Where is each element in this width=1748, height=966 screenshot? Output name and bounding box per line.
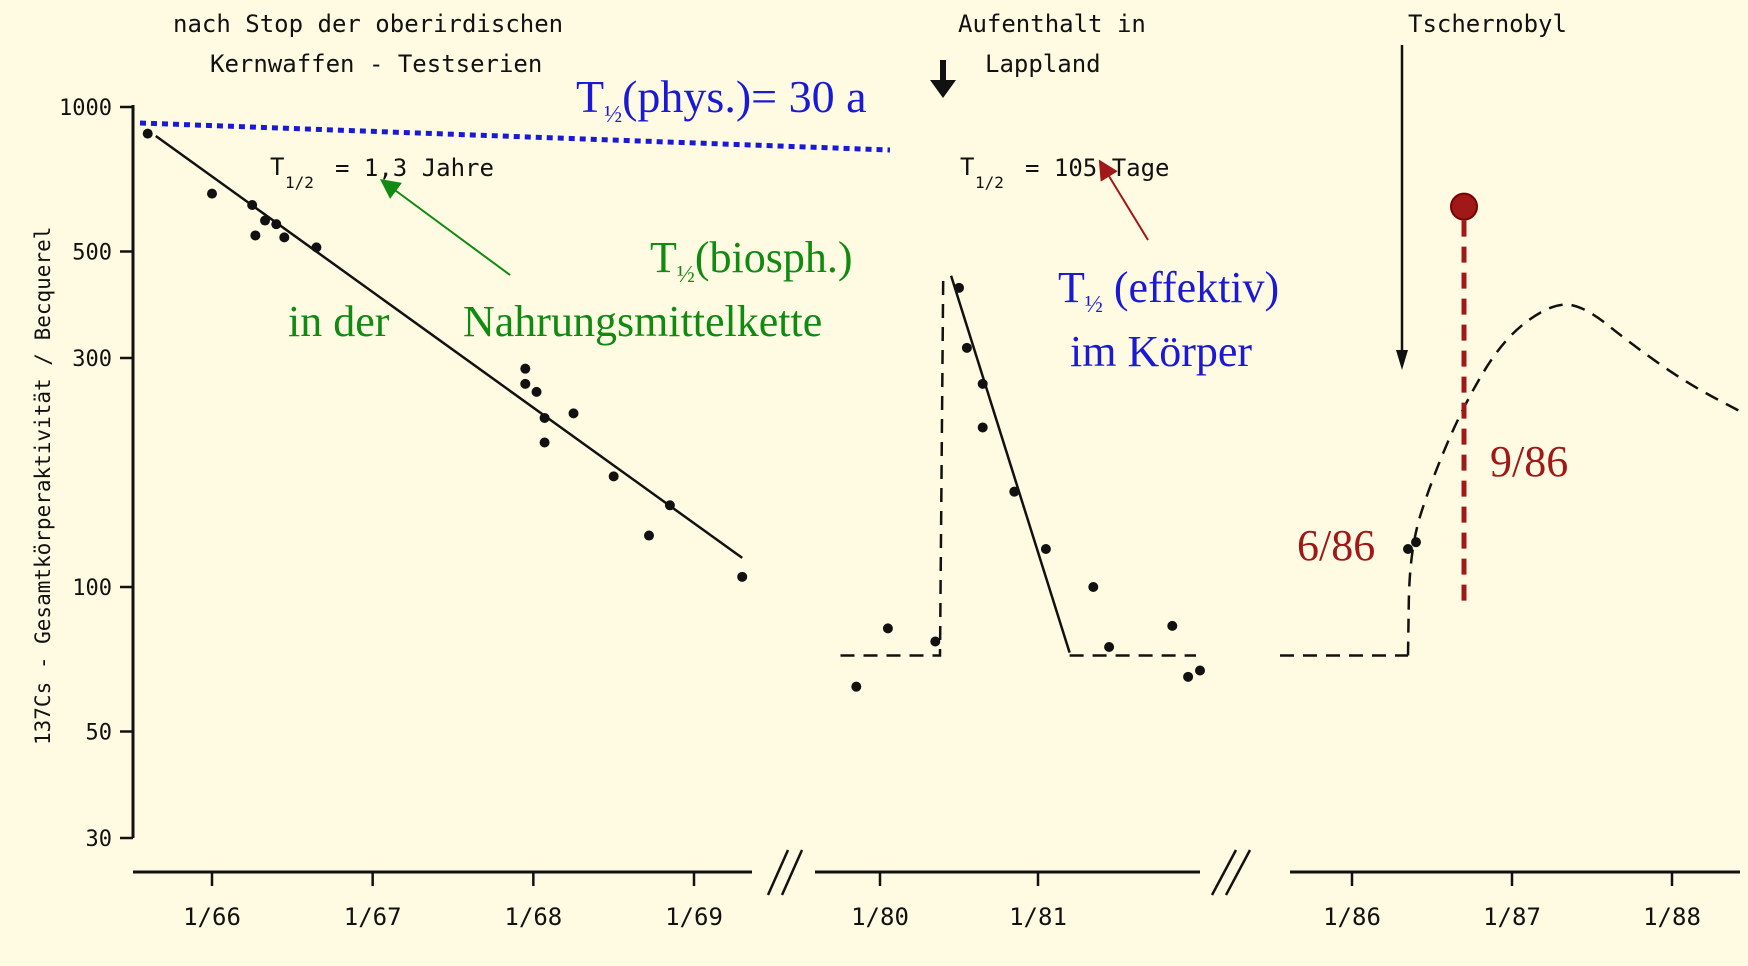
axis-break-1: [766, 849, 804, 896]
effektiv-arrow: [1098, 159, 1149, 241]
data-point: [1411, 537, 1421, 548]
y-ticks: 1000 500 300 100 50 30: [59, 96, 133, 852]
data-point: [954, 282, 964, 293]
lappland-arrow: [930, 60, 956, 98]
phys-halflife-line: [139, 120, 891, 153]
series: [142, 128, 1745, 692]
stop-tests-line2: Kernwaffen - Testserien: [210, 50, 542, 78]
data-point: [539, 412, 550, 423]
lappland-line2: Lappland: [985, 50, 1101, 78]
svg-text:1/2: 1/2: [285, 173, 314, 192]
data-point: [279, 232, 290, 243]
data-point: [1403, 544, 1413, 555]
data-point: [977, 378, 988, 389]
svg-text:T: T: [960, 153, 974, 181]
data-point: [1040, 544, 1051, 555]
data-point: [961, 342, 972, 353]
data-point: [644, 530, 655, 541]
y-tick-label: 30: [86, 827, 113, 852]
data-point: [531, 386, 542, 397]
svg-text:T: T: [270, 153, 284, 181]
data-point: [1183, 671, 1194, 682]
x-tick-label: 1/86: [1323, 903, 1381, 931]
effektiv-label: T½ (effektiv): [1058, 263, 1279, 318]
data-point: [1088, 582, 1099, 593]
fit-line: [949, 275, 1071, 653]
dashed-curve: [1406, 303, 1745, 656]
data-point: [568, 408, 579, 419]
lappland-line1: Aufenthalt in: [958, 10, 1146, 38]
label-6-86: 6/86: [1297, 521, 1375, 570]
t-half-label-1: T 1/2 = 1,3 Jahre: [270, 153, 494, 192]
data-point: [608, 471, 619, 482]
x-tick-label: 1/88: [1643, 903, 1701, 931]
data-point: [664, 500, 675, 511]
label-9-86: 9/86: [1490, 437, 1568, 486]
t-half-label-2: T 1/2 = 105 Tage: [960, 153, 1170, 192]
x-ticks: 1/66 1/67 1/68 1/69 1/80 1/81 1/86 1/87 1/88: [183, 872, 1701, 931]
data-point: [207, 188, 217, 199]
biosph-arrow: [379, 179, 511, 276]
y-tick-label: 300: [72, 347, 112, 372]
data-point: [882, 623, 893, 634]
data-point: [1167, 620, 1178, 631]
data-point: [520, 363, 531, 374]
food-chain-label-1: in der: [288, 297, 390, 346]
chernobyl-label: Tschernobyl: [1408, 10, 1567, 38]
data-point: [1104, 641, 1115, 652]
biosph-label: T½(biosph.): [650, 233, 853, 288]
data-point: [260, 215, 271, 226]
chernobyl-arrow: [1396, 45, 1408, 370]
y-tick-label: 100: [72, 576, 112, 601]
x-tick-label: 1/81: [1009, 903, 1067, 931]
svg-text:1/2: 1/2: [975, 173, 1004, 192]
y-axis-label: 137Cs - Gesamtkörperaktivität / Becquere…: [31, 227, 55, 745]
x-tick-label: 1/66: [183, 903, 241, 931]
data-point: [1195, 665, 1205, 676]
food-chain-label-2: Nahrungsmittelkette: [463, 297, 822, 346]
x-tick-label: 1/80: [851, 903, 909, 931]
x-tick-label: 1/87: [1483, 903, 1541, 931]
data-point: [930, 636, 941, 647]
data-point: [977, 422, 988, 433]
svg-text:= 105 Tage: = 105 Tage: [1025, 154, 1170, 182]
stop-tests-line1: nach Stop der oberirdischen: [173, 10, 563, 38]
data-point: [311, 242, 322, 253]
data-point: [737, 571, 748, 582]
data-point: [271, 219, 282, 230]
y-tick-label: 1000: [59, 96, 112, 121]
data-point: [520, 378, 531, 389]
data-point: [247, 199, 258, 210]
y-tick-label: 500: [72, 240, 112, 265]
x-tick-label: 1/67: [344, 903, 402, 931]
x-tick-label: 1/69: [665, 903, 723, 931]
axis-break-2: [1210, 849, 1252, 896]
svg-text:= 1,3 Jahre: = 1,3 Jahre: [335, 154, 494, 182]
x-tick-label: 1/68: [504, 903, 562, 931]
dashed-line: [840, 278, 945, 657]
data-point: [142, 128, 153, 139]
phys-halflife-label: T½(phys.)= 30 a: [576, 71, 867, 128]
data-point: [851, 681, 862, 692]
data-point: [1009, 486, 1020, 497]
body-label: im Körper: [1070, 327, 1252, 376]
highlight-point: [1450, 192, 1478, 221]
fit-line: [155, 134, 743, 559]
y-tick-label: 50: [86, 721, 113, 746]
data-point: [250, 230, 261, 241]
data-point: [539, 437, 550, 448]
